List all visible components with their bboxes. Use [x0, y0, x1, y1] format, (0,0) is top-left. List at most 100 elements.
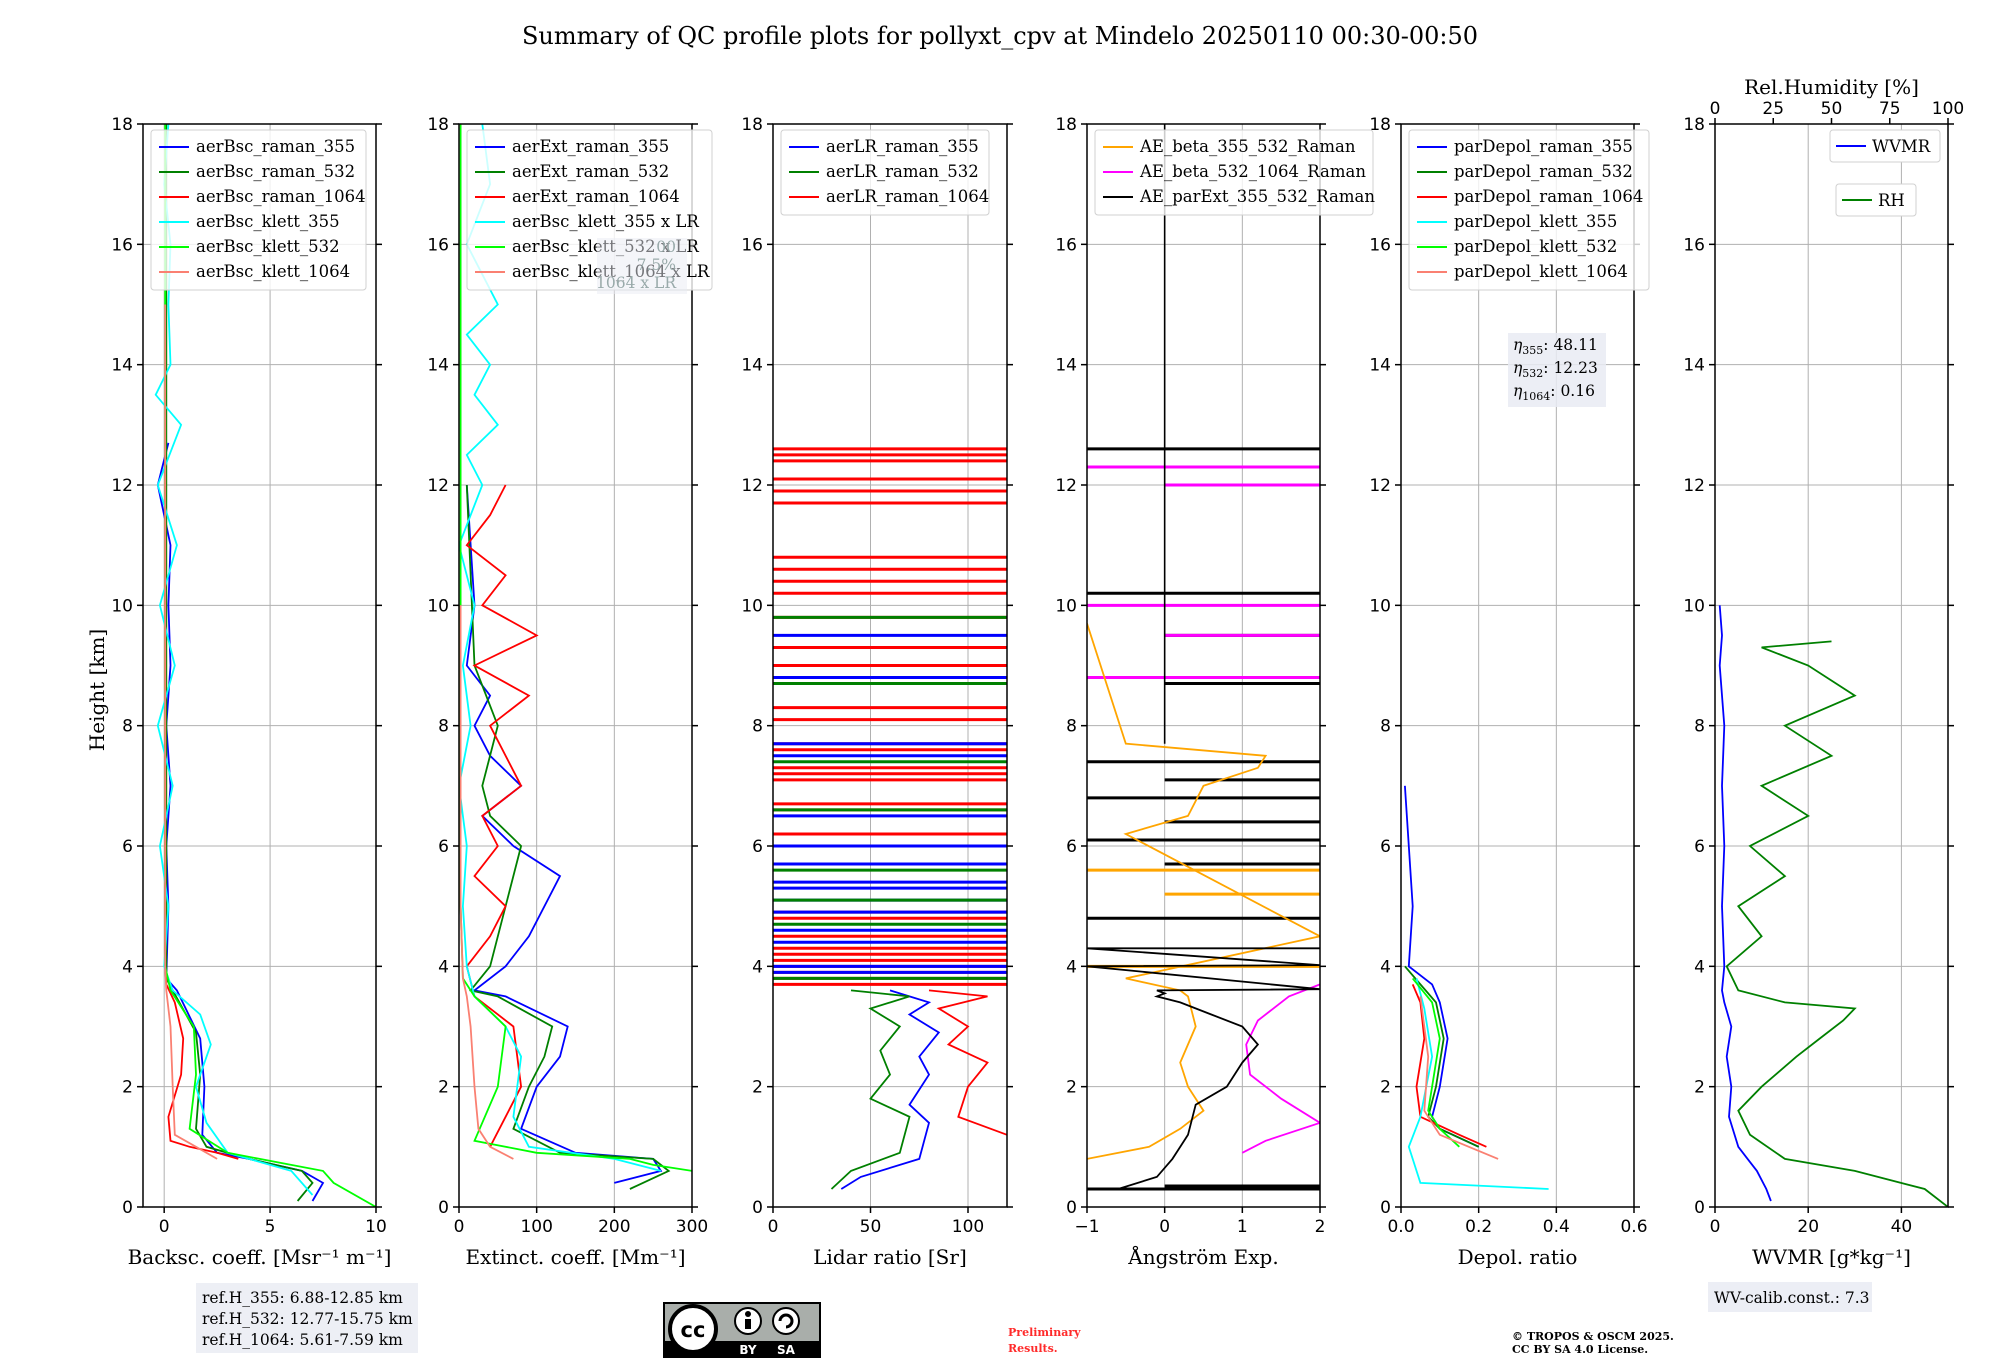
x-tick-label: 5 [265, 1217, 276, 1237]
y-tick-label: 0 [1380, 1198, 1391, 1218]
y-tick-label: 14 [1369, 356, 1391, 376]
top-x-tick-label: 50 [1821, 99, 1843, 119]
legend: aerBsc_raman_355 aerBsc_raman_532 aerBsc_r… [150, 129, 367, 291]
figure-title: Summary of QC profile plots for pollyxt_… [522, 22, 1478, 50]
y-tick-label: 2 [122, 1078, 133, 1098]
y-tick-label: 6 [122, 837, 133, 857]
eta-label-355: η355: 48.11 [1513, 336, 1598, 357]
legend-entry: parDepol_raman_1064 [1454, 187, 1643, 206]
y-tick-label: 8 [438, 717, 449, 737]
legend: AE_beta_355_532_Raman AE_beta_532_1064_Ra… [1094, 129, 1375, 216]
legend-box [1094, 129, 1374, 216]
x-axis-label: WVMR [g*kg⁻¹] [1752, 1245, 1911, 1269]
y-tick-label: 0 [122, 1198, 133, 1218]
y-tick-label: 18 [1683, 115, 1705, 135]
x-tick-label: 100 [520, 1217, 552, 1237]
series-line-aerBsc_klett_355 x LR [459, 124, 662, 1172]
sa-label: SA [777, 1343, 796, 1357]
legend-entry: aerBsc_raman_355 [196, 137, 355, 156]
ref-height-355: ref.H_355: 6.88-12.85 km [202, 1289, 403, 1307]
axes-frame [142, 123, 377, 1208]
legend-box [780, 129, 990, 216]
legend-entry: aerBsc_klett_532 [196, 237, 340, 256]
y-tick-label: 2 [438, 1078, 449, 1098]
legend-entry: aerExt_raman_1064 [512, 187, 680, 206]
series-line-aerLR_raman_532 [830, 989, 911, 1190]
eta-label-1064: η1064: 0.16 [1513, 382, 1595, 403]
y-tick-label: 16 [427, 235, 449, 255]
y-tick-label: 10 [111, 596, 133, 616]
panel-3: 0 2 4 6 8 10 12 14 16 18 0 50 100 Lidar ratio [Sr] aer… [741, 115, 1013, 1269]
y-tick-label: 4 [438, 957, 449, 977]
series-line-aerExt_raman_1064 [465, 484, 539, 1148]
y-tick-label: 12 [1369, 476, 1391, 496]
wv-calib-box: WV-calib.const.: 7.3 [1708, 1282, 1872, 1312]
y-tick-label: 14 [741, 356, 763, 376]
legend-box [1408, 129, 1650, 291]
x-tick-label: 200 [598, 1217, 630, 1237]
axes-frame [1714, 123, 1949, 1208]
legend: aerLR_raman_355 aerLR_raman_532 aerLR_rama… [780, 129, 990, 216]
y-tick-label: 8 [122, 717, 133, 737]
series-line-AE_beta_532_1064_Raman [1241, 983, 1320, 1154]
y-tick-label: 6 [438, 837, 449, 857]
x-tick-label: 0.0 [1387, 1217, 1414, 1237]
panel-2: 0 2 4 6 8 10 12 14 16 18 0 100 200 300 Extinct. coeff.… [427, 115, 713, 1269]
y-tick-label: 8 [1380, 717, 1391, 737]
legend-entry: aerLR_raman_532 [826, 162, 979, 181]
x-tick-label: 0 [159, 1217, 170, 1237]
y-tick-label: 12 [111, 476, 133, 496]
axes-frame [1400, 123, 1635, 1208]
legend-entry: parDepol_klett_1064 [1454, 262, 1628, 281]
y-tick-label: 14 [111, 356, 133, 376]
wv-calib-text: WV-calib.const.: 7.3 [1714, 1289, 1870, 1307]
legend-entry: aerBsc_klett_355 [196, 212, 340, 231]
series-line-AE_beta_355_532_Raman [1087, 623, 1320, 1160]
y-tick-label: 16 [1369, 235, 1391, 255]
cc-license-badge: cc BY SA [663, 1302, 821, 1358]
series-line-aerBsc_raman_355 [156, 442, 325, 1202]
x-axis-label: Depol. ratio [1458, 1245, 1578, 1269]
legend-entry: aerBsc_klett_1064 [196, 262, 350, 281]
top-x-axis-label: Rel.Humidity [%] [1744, 75, 1919, 99]
panel-1: 0 2 4 6 8 10 12 14 16 18 0 5 10 Backsc. coeff. [Msr⁻¹… [111, 115, 391, 1269]
y-tick-label: 12 [427, 476, 449, 496]
legend-entry: aerBsc_klett_355 x LR [512, 212, 699, 231]
legend-entry: parDepol_raman_532 [1454, 162, 1633, 181]
x-tick-label: 0 [1710, 1217, 1721, 1237]
legend-entry: AE_beta_532_1064_Raman [1139, 162, 1366, 181]
x-tick-label: 0 [768, 1217, 779, 1237]
y-tick-label: 16 [1683, 235, 1705, 255]
legend-entry: aerLR_raman_355 [826, 137, 979, 156]
y-tick-label: 4 [1380, 957, 1391, 977]
series-line-aerLR_raman_1064 [928, 989, 1007, 1136]
y-tick-label: 16 [741, 235, 763, 255]
series-line-aerLR_raman_355 [840, 989, 941, 1190]
x-tick-label: 0 [1159, 1217, 1170, 1237]
top-x-tick-label: 25 [1762, 99, 1784, 119]
y-tick-label: 0 [438, 1198, 449, 1218]
legend-entry: aerLR_raman_1064 [826, 187, 989, 206]
series-line-aerExt_raman_355 [465, 484, 663, 1184]
y-tick-label: 10 [1055, 596, 1077, 616]
y-tick-label: 4 [752, 957, 763, 977]
y-tick-label: 0 [1066, 1198, 1077, 1218]
x-tick-label: 2 [1315, 1217, 1326, 1237]
x-tick-label: 300 [676, 1217, 708, 1237]
series-line-parDepol_klett_355 [1407, 978, 1549, 1190]
x-tick-label: −1 [1074, 1217, 1099, 1237]
x-tick-label: 0 [454, 1217, 465, 1237]
y-tick-label: 14 [427, 356, 449, 376]
legend-entry: aerBsc_raman_1064 [196, 187, 366, 206]
series-line-aerBsc_klett_1064 [164, 304, 218, 1160]
eta-label-532: η532: 12.23 [1513, 359, 1598, 380]
y-tick-label: 2 [1380, 1078, 1391, 1098]
ref-height-box: ref.H_355: 6.88-12.85 km ref.H_532: 12.7… [196, 1283, 418, 1353]
plot-area [1087, 124, 1320, 1191]
by-label: BY [739, 1343, 756, 1357]
ref-height-1064: ref.H_1064: 5.61-7.59 km [202, 1331, 403, 1349]
legend-entry: parDepol_klett_355 [1454, 212, 1617, 231]
